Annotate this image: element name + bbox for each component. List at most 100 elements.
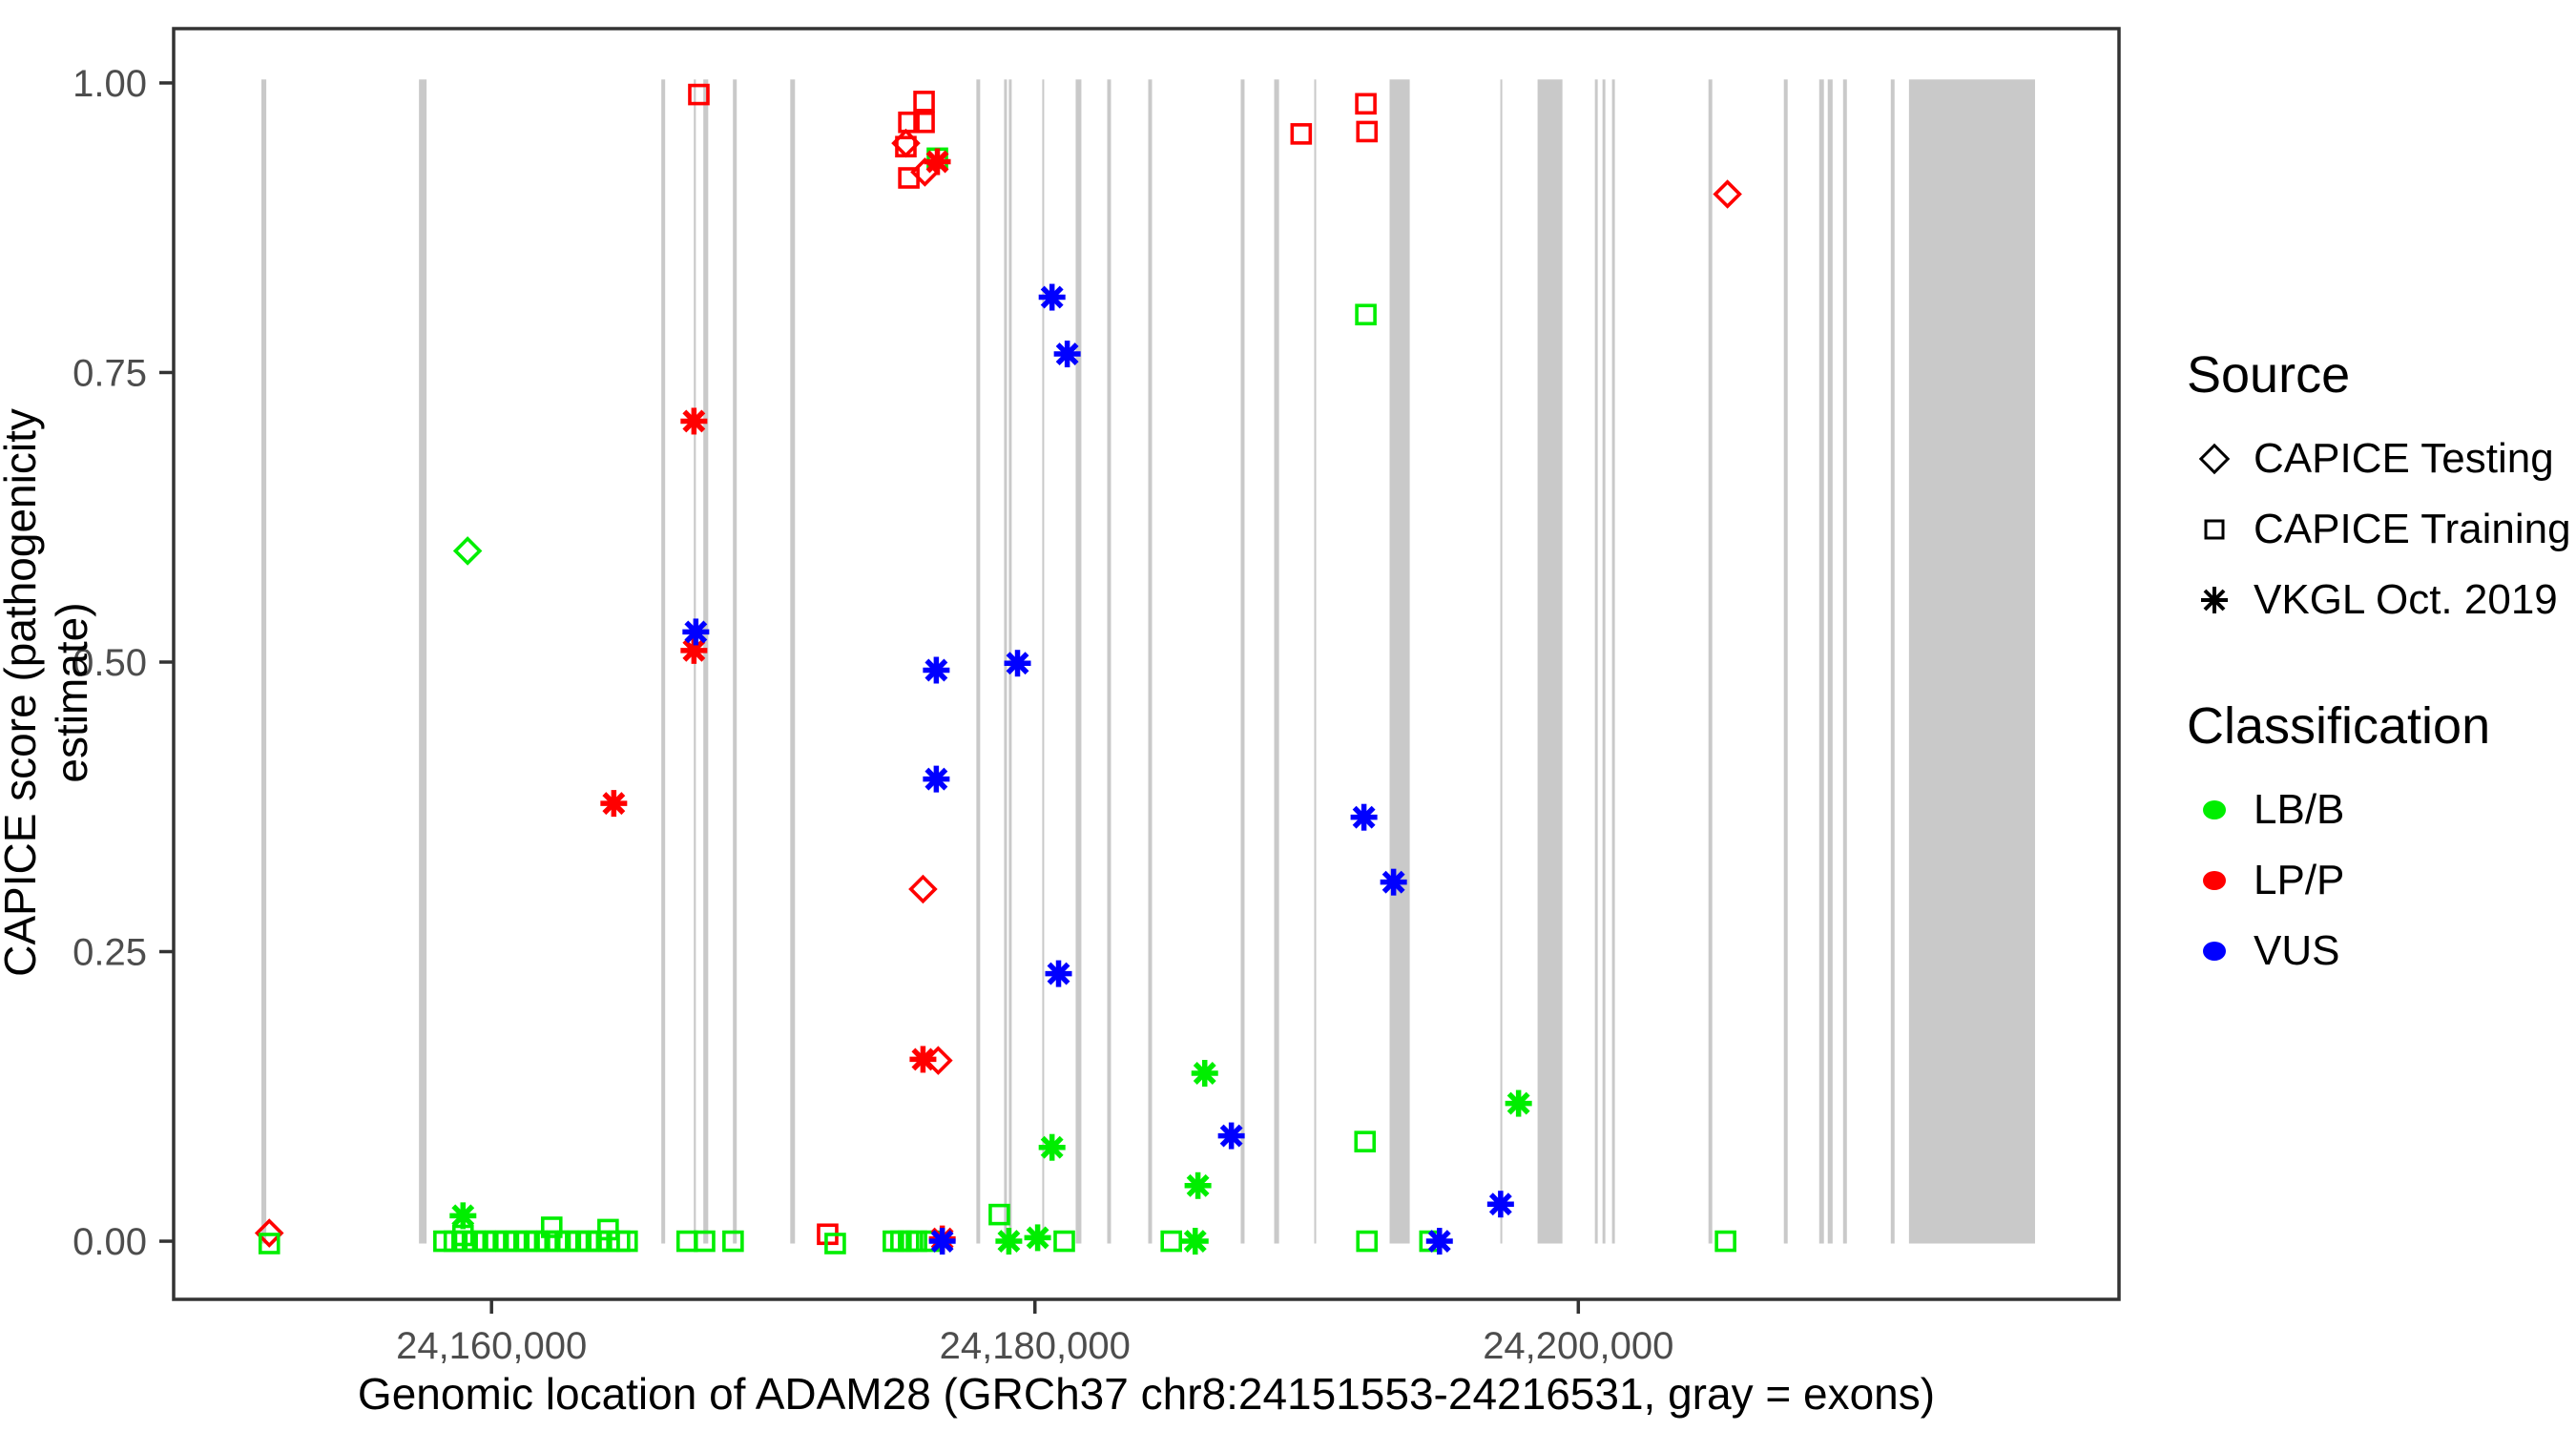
data-point-asterisk	[1425, 1228, 1453, 1255]
data-point-square	[1714, 1230, 1736, 1253]
legend-item-lbb: LB/B	[2187, 775, 2559, 845]
data-point-square	[694, 1230, 716, 1253]
data-point-asterisk	[600, 790, 628, 818]
data-point-asterisk	[1181, 1228, 1209, 1255]
data-point-square	[898, 111, 920, 134]
exon-bar	[790, 79, 796, 1244]
exon-bar	[703, 79, 709, 1244]
exon-bar	[1890, 79, 1895, 1244]
data-point-diamond	[452, 536, 483, 566]
x-tick-label: 24,160,000	[396, 1325, 587, 1367]
exon-bar	[661, 79, 666, 1244]
data-point-diamond	[891, 128, 921, 158]
data-point-asterisk	[1191, 1060, 1218, 1088]
y-tick-label: 0.25	[73, 932, 147, 974]
data-point-asterisk	[1004, 650, 1031, 677]
data-point-asterisk	[1505, 1089, 1532, 1117]
data-point-asterisk	[923, 765, 950, 793]
data-point-asterisk	[1217, 1122, 1245, 1150]
data-point-square	[913, 91, 935, 113]
data-point-diamond	[908, 874, 938, 904]
data-point-square	[1290, 123, 1313, 145]
legend-item-label: CAPICE Training	[2254, 506, 2571, 552]
data-point-asterisk	[449, 1202, 477, 1230]
exon-bar	[1042, 79, 1045, 1244]
legend-source-title: Source	[2187, 346, 2351, 404]
exon-bar	[1389, 79, 1410, 1244]
exon-bar	[976, 79, 981, 1244]
diamond-icon	[2198, 443, 2231, 475]
exon-bar	[1602, 79, 1606, 1244]
data-point-square	[898, 167, 920, 189]
data-point-square	[258, 1233, 280, 1255]
data-point-asterisk	[1486, 1191, 1514, 1218]
data-point-square	[1053, 1230, 1075, 1253]
x-axis-title: Genomic location of ADAM28 (GRCh37 chr8:…	[357, 1369, 1936, 1419]
data-point-asterisk	[1038, 283, 1066, 311]
legend-item-label: LP/P	[2254, 857, 2345, 903]
data-point-square	[988, 1203, 1010, 1226]
exon-bar	[1783, 79, 1788, 1244]
exon-bar	[1594, 79, 1598, 1244]
y-axis-title: CAPICE score (pathogenicity estimate)	[0, 408, 96, 977]
exon-bar	[1500, 79, 1503, 1244]
data-point-diamond	[1713, 179, 1742, 209]
data-point-asterisk	[928, 1228, 956, 1255]
data-point-diamond	[254, 1218, 284, 1248]
lbb-dot-icon	[2203, 800, 2226, 819]
exon-bar	[1908, 79, 2036, 1244]
lpp-dot-icon	[2203, 871, 2226, 890]
legend: Source CAPICE Testing CAPICE Training	[2187, 345, 2571, 986]
data-point-square	[722, 1230, 744, 1253]
exon-bar	[1148, 79, 1153, 1244]
data-point-asterisk	[1380, 868, 1407, 896]
exon-bar	[260, 79, 267, 1244]
data-point-asterisk	[923, 656, 950, 684]
exon-bar	[733, 79, 737, 1244]
exon-bar	[1107, 79, 1111, 1244]
vus-dot-icon	[2203, 942, 2226, 961]
legend-item-capice-testing: CAPICE Testing	[2187, 424, 2559, 494]
exon-bar	[1274, 79, 1279, 1244]
data-point-asterisk	[1350, 803, 1378, 831]
legend-item-vus: VUS	[2187, 916, 2559, 986]
exon-bar	[1314, 79, 1317, 1244]
exon-bar	[1075, 79, 1082, 1244]
data-point-square	[688, 83, 710, 106]
legend-item-label: CAPICE Testing	[2254, 435, 2554, 482]
data-point-square	[615, 1230, 638, 1253]
data-point-square	[597, 1218, 619, 1241]
data-point-square	[824, 1233, 846, 1255]
data-point-asterisk	[995, 1228, 1023, 1255]
exon-bar	[419, 79, 427, 1244]
y-tick-label: 0.50	[73, 642, 147, 684]
data-point-square	[1356, 1230, 1379, 1253]
y-tick-label: 0.00	[73, 1221, 147, 1263]
data-point-diamond	[924, 1046, 953, 1075]
legend-item-label: LB/B	[2254, 786, 2345, 833]
data-point-square	[1355, 93, 1377, 115]
data-point-square	[1160, 1230, 1182, 1253]
exon-bar	[1827, 79, 1833, 1244]
data-point-square	[1355, 303, 1377, 326]
legend-item-label: VUS	[2254, 927, 2340, 974]
data-point-asterisk	[682, 618, 710, 646]
x-tick-label: 24,200,000	[1483, 1325, 1673, 1367]
data-point-square	[675, 1230, 698, 1253]
legend-item-lpp: LP/P	[2187, 845, 2559, 916]
panel-border	[172, 27, 2121, 1301]
x-tick-label: 24,180,000	[940, 1325, 1131, 1367]
exon-bar	[1537, 79, 1563, 1244]
data-point-asterisk	[1184, 1172, 1212, 1199]
data-point-square	[905, 1230, 927, 1253]
data-point-asterisk	[680, 407, 708, 435]
data-point-square	[1354, 1130, 1377, 1152]
data-point-square	[913, 111, 935, 134]
data-point-asterisk	[1024, 1224, 1051, 1252]
data-point-square	[1356, 120, 1379, 143]
y-tick-label: 0.75	[73, 352, 147, 394]
legend-classification-title: Classification	[2187, 697, 2491, 755]
exon-bar	[1818, 79, 1824, 1244]
